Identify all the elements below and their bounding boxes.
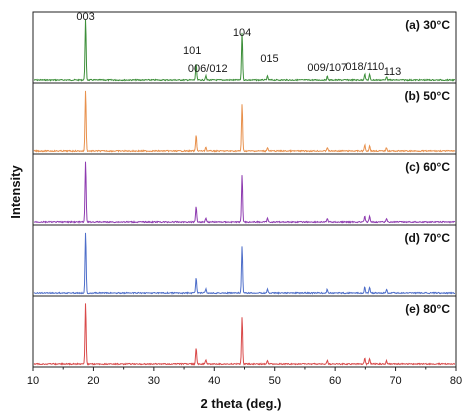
x-tick-label: 80 [450, 375, 462, 387]
peak-label: 015 [260, 53, 278, 65]
series-label: (c) 60°C [405, 160, 450, 174]
peak-label: 104 [233, 27, 251, 39]
series-line [33, 303, 455, 366]
y-axis-title: Intensity [8, 165, 23, 219]
x-axis: 10 20 30 40 50 60 70 80 [27, 367, 462, 387]
x-tick-label: 50 [269, 375, 281, 387]
x-tick-label: 10 [27, 375, 39, 387]
peak-label: 018/110 [345, 61, 384, 73]
series-line [33, 90, 456, 153]
panels: (a) 30°C (b) 50°C (c) 60°C (d) 70°C (e) 80°C [32, 11, 457, 368]
x-axis-title: 2 theta (deg.) [201, 396, 282, 411]
series-line [33, 232, 455, 295]
panel-frame [32, 224, 457, 297]
series-label: (a) 30°C [405, 18, 450, 32]
peak-label: 006/012 [188, 63, 228, 75]
panel-frame [32, 82, 457, 155]
peak-label: 101 [183, 45, 201, 57]
series-label: (d) 70°C [405, 231, 451, 245]
peak-label: 009/107 [307, 62, 347, 74]
series-line [33, 161, 456, 224]
peak-label: 003 [76, 11, 94, 23]
panel-frame [32, 295, 457, 368]
series-label: (b) 50°C [405, 89, 451, 103]
peak-label: 113 [384, 66, 402, 78]
series-line [33, 19, 456, 82]
x-tick-label: 70 [389, 375, 401, 387]
series-label: (e) 80°C [405, 302, 450, 316]
x-tick-label: 60 [329, 375, 341, 387]
panel-frame [32, 153, 457, 226]
x-tick-label: 40 [208, 375, 220, 387]
x-tick-label: 20 [87, 375, 99, 387]
x-tick-label: 30 [148, 375, 160, 387]
